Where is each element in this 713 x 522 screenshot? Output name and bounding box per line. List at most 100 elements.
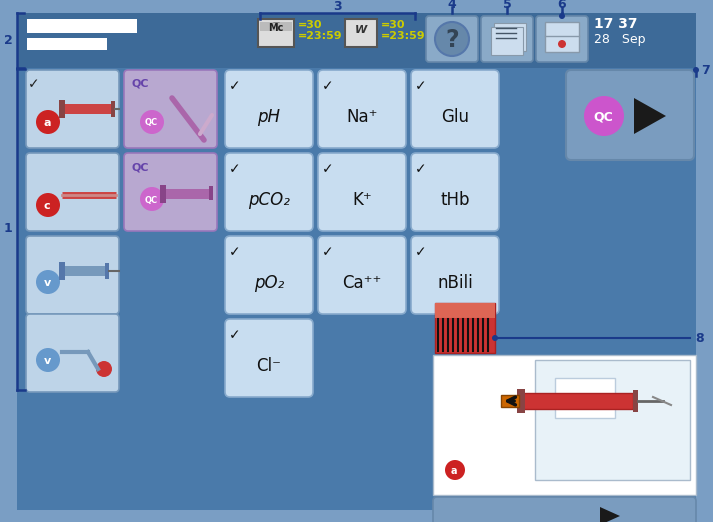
FancyBboxPatch shape bbox=[426, 16, 478, 62]
Text: nBili: nBili bbox=[437, 274, 473, 292]
Text: 8: 8 bbox=[696, 331, 704, 345]
Circle shape bbox=[559, 13, 565, 19]
Bar bbox=[433, 355, 696, 495]
Bar bbox=[491, 27, 523, 55]
Text: ✓: ✓ bbox=[229, 79, 241, 93]
Text: QC: QC bbox=[132, 79, 150, 89]
Text: pH: pH bbox=[257, 108, 280, 126]
FancyBboxPatch shape bbox=[124, 70, 217, 148]
FancyBboxPatch shape bbox=[26, 153, 119, 231]
Circle shape bbox=[36, 348, 60, 372]
Bar bbox=[63, 104, 111, 114]
FancyBboxPatch shape bbox=[433, 497, 696, 522]
FancyBboxPatch shape bbox=[318, 153, 406, 231]
FancyBboxPatch shape bbox=[411, 236, 499, 314]
FancyBboxPatch shape bbox=[411, 153, 499, 231]
Bar bbox=[105, 263, 109, 279]
Text: ✓: ✓ bbox=[322, 245, 334, 259]
Circle shape bbox=[558, 40, 566, 48]
FancyBboxPatch shape bbox=[481, 16, 533, 62]
Text: 6: 6 bbox=[558, 0, 566, 10]
Polygon shape bbox=[634, 98, 666, 134]
Circle shape bbox=[36, 270, 60, 294]
FancyBboxPatch shape bbox=[124, 153, 217, 231]
Bar bbox=[345, 19, 377, 47]
Bar bbox=[501, 395, 519, 407]
Text: 1: 1 bbox=[4, 222, 12, 235]
Circle shape bbox=[140, 110, 164, 134]
Text: c: c bbox=[43, 201, 51, 211]
Text: QC: QC bbox=[132, 162, 150, 172]
Circle shape bbox=[693, 67, 699, 73]
Circle shape bbox=[435, 22, 469, 56]
Text: 7: 7 bbox=[702, 64, 710, 77]
Text: 5: 5 bbox=[503, 0, 511, 10]
Text: ✓: ✓ bbox=[29, 77, 40, 91]
Text: 17 37: 17 37 bbox=[594, 17, 637, 31]
Bar bbox=[59, 100, 65, 118]
FancyBboxPatch shape bbox=[26, 236, 119, 314]
Text: Ca⁺⁺: Ca⁺⁺ bbox=[342, 274, 381, 292]
Text: v: v bbox=[43, 356, 51, 366]
Text: Cl⁻: Cl⁻ bbox=[257, 357, 282, 375]
FancyBboxPatch shape bbox=[318, 70, 406, 148]
Bar bbox=[435, 303, 495, 318]
Text: v: v bbox=[43, 278, 51, 288]
Text: tHb: tHb bbox=[440, 191, 470, 209]
Bar bbox=[523, 393, 633, 409]
Text: —: — bbox=[272, 19, 279, 25]
Bar bbox=[27, 38, 107, 50]
Bar bbox=[63, 266, 105, 276]
Circle shape bbox=[36, 193, 60, 217]
Text: 28   Sep: 28 Sep bbox=[594, 32, 645, 45]
FancyBboxPatch shape bbox=[536, 16, 588, 62]
Text: ✓: ✓ bbox=[229, 245, 241, 259]
Text: pO₂: pO₂ bbox=[254, 274, 284, 292]
Text: =30: =30 bbox=[381, 20, 406, 30]
Bar bbox=[59, 262, 65, 280]
Text: ?: ? bbox=[445, 28, 458, 52]
Text: 3: 3 bbox=[333, 1, 342, 14]
Bar bbox=[545, 22, 579, 52]
Bar bbox=[555, 378, 615, 418]
Text: ✓: ✓ bbox=[229, 328, 241, 342]
Circle shape bbox=[584, 96, 624, 136]
Text: QC: QC bbox=[145, 118, 158, 127]
FancyBboxPatch shape bbox=[26, 314, 119, 392]
Circle shape bbox=[140, 187, 164, 211]
Text: ✓: ✓ bbox=[415, 245, 427, 259]
Text: =30: =30 bbox=[298, 20, 322, 30]
Bar bbox=[517, 389, 525, 413]
Text: pCO₂: pCO₂ bbox=[248, 191, 290, 209]
Bar bbox=[164, 189, 209, 199]
Bar bbox=[17, 13, 696, 68]
Text: QC: QC bbox=[593, 111, 613, 124]
Text: ✓: ✓ bbox=[415, 162, 427, 176]
Text: =23:59: =23:59 bbox=[298, 31, 343, 41]
FancyBboxPatch shape bbox=[26, 70, 119, 148]
Bar bbox=[260, 22, 292, 31]
Circle shape bbox=[96, 361, 112, 377]
Circle shape bbox=[445, 460, 465, 480]
Text: ✓: ✓ bbox=[322, 79, 334, 93]
Circle shape bbox=[36, 110, 60, 134]
FancyBboxPatch shape bbox=[225, 153, 313, 231]
FancyBboxPatch shape bbox=[225, 70, 313, 148]
Bar bbox=[258, 19, 294, 47]
Text: ✓: ✓ bbox=[415, 79, 427, 93]
Text: Mc: Mc bbox=[268, 23, 284, 33]
Text: Glu: Glu bbox=[441, 108, 469, 126]
Text: 2: 2 bbox=[4, 33, 12, 46]
Circle shape bbox=[492, 335, 498, 341]
Bar bbox=[494, 23, 526, 51]
Text: QC: QC bbox=[145, 196, 158, 205]
Bar bbox=[111, 101, 115, 117]
Text: ✓: ✓ bbox=[322, 162, 334, 176]
Text: W: W bbox=[355, 25, 367, 35]
Bar bbox=[633, 390, 638, 412]
FancyBboxPatch shape bbox=[411, 70, 499, 148]
FancyBboxPatch shape bbox=[566, 70, 694, 160]
Polygon shape bbox=[600, 507, 620, 522]
Text: =23:59: =23:59 bbox=[381, 31, 426, 41]
FancyBboxPatch shape bbox=[225, 236, 313, 314]
